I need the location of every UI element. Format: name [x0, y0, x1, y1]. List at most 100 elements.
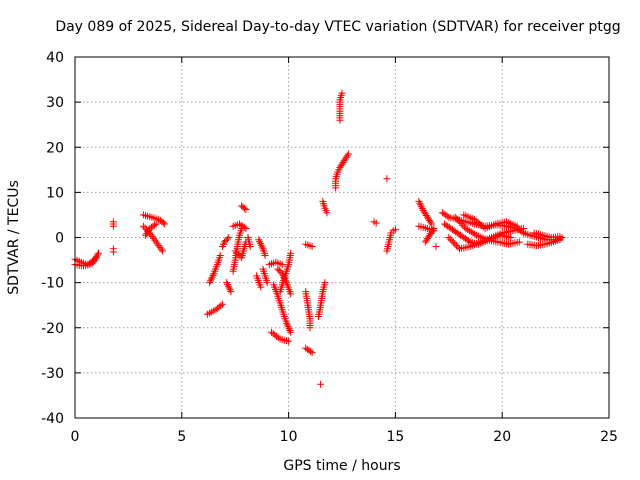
data-point	[206, 279, 214, 287]
data-point	[286, 327, 294, 334]
data-point	[152, 220, 160, 228]
data-point	[469, 229, 477, 237]
data-point	[223, 235, 231, 243]
x-tick-label: 5	[177, 429, 186, 445]
data-point	[449, 238, 457, 246]
data-point	[261, 252, 269, 259]
data-point	[281, 275, 289, 283]
data-point	[474, 219, 482, 226]
axis-ticks: 0 5 10 15 20 25 -40 -30 -20 -10 0 10 20 30 40	[41, 50, 618, 445]
data-point	[430, 225, 438, 232]
data-point	[233, 249, 241, 257]
data-point	[285, 337, 293, 345]
data-point	[287, 249, 295, 257]
data-point	[92, 254, 100, 262]
data-point	[208, 273, 216, 281]
data-point	[472, 217, 480, 225]
data-point	[307, 347, 314, 355]
data-point	[465, 227, 473, 235]
data-point	[429, 226, 437, 234]
data-point	[241, 204, 248, 212]
data-point	[225, 234, 233, 241]
y-tick-label: 30	[46, 95, 64, 111]
data-point	[280, 273, 288, 281]
data-point	[283, 319, 290, 327]
data-point	[256, 239, 264, 247]
data-point	[306, 324, 314, 332]
data-point	[453, 215, 461, 223]
data-point	[242, 225, 250, 232]
data-point	[216, 252, 224, 259]
data-point	[418, 203, 425, 211]
data-point	[278, 261, 286, 269]
data-point	[432, 243, 440, 250]
data-point	[153, 240, 161, 248]
y-tick-label: 10	[46, 185, 64, 201]
data-point	[287, 328, 295, 336]
data-point	[161, 220, 169, 228]
data-point	[391, 225, 399, 233]
data-point	[515, 238, 523, 246]
data-point	[321, 279, 329, 287]
data-point	[157, 245, 165, 253]
data-point	[278, 270, 286, 278]
data-point	[148, 233, 156, 241]
data-point	[109, 248, 117, 256]
data-point	[257, 241, 265, 249]
data-point	[513, 222, 521, 230]
data-point	[451, 240, 459, 248]
data-point	[256, 238, 264, 246]
y-tick-label: -40	[41, 411, 64, 427]
data-point	[224, 282, 232, 290]
data-point	[240, 223, 248, 231]
data-point	[452, 242, 460, 250]
data-point	[282, 277, 290, 285]
data-point	[139, 222, 147, 230]
data-point	[383, 175, 391, 183]
data-point	[338, 89, 346, 97]
data-point	[454, 216, 462, 224]
data-point	[308, 349, 316, 357]
y-tick-label: 0	[55, 231, 64, 247]
chart-title: Day 089 of 2025, Sidereal Day-to-day VTE…	[55, 19, 620, 35]
data-point	[141, 224, 149, 232]
data-point	[150, 234, 158, 242]
data-point	[428, 220, 436, 228]
data-point	[275, 267, 283, 275]
data-point	[457, 220, 465, 228]
x-tick-label: 0	[71, 429, 80, 445]
data-point	[255, 236, 263, 244]
data-point	[223, 279, 231, 287]
data-point	[155, 242, 163, 250]
y-tick-label: -20	[41, 321, 64, 337]
data-point	[479, 223, 487, 231]
data-point	[317, 380, 325, 388]
data-point	[445, 234, 453, 241]
x-tick-label: 20	[493, 429, 511, 445]
y-tick-label: 20	[46, 140, 64, 156]
data-point	[263, 279, 271, 287]
data-point	[459, 221, 467, 229]
data-point	[279, 271, 287, 279]
data-point	[471, 230, 479, 238]
data-point	[285, 325, 293, 333]
data-point	[242, 206, 250, 213]
data-point	[274, 334, 282, 342]
data-point	[344, 150, 352, 158]
data-point	[159, 219, 167, 227]
data-point	[217, 302, 225, 310]
data-point	[446, 235, 454, 243]
data-point	[227, 288, 235, 296]
data-point	[443, 212, 451, 220]
data-point	[427, 218, 435, 226]
data-point	[156, 243, 164, 251]
data-point	[152, 238, 160, 246]
data-point	[257, 283, 265, 291]
data-point	[416, 199, 424, 207]
data-point	[151, 236, 159, 244]
x-tick-label: 15	[386, 429, 404, 445]
y-axis-label: SDTVAR / TECUs	[6, 180, 22, 295]
data-point	[226, 286, 234, 294]
x-tick-label: 10	[280, 429, 298, 445]
data-point	[556, 233, 564, 241]
